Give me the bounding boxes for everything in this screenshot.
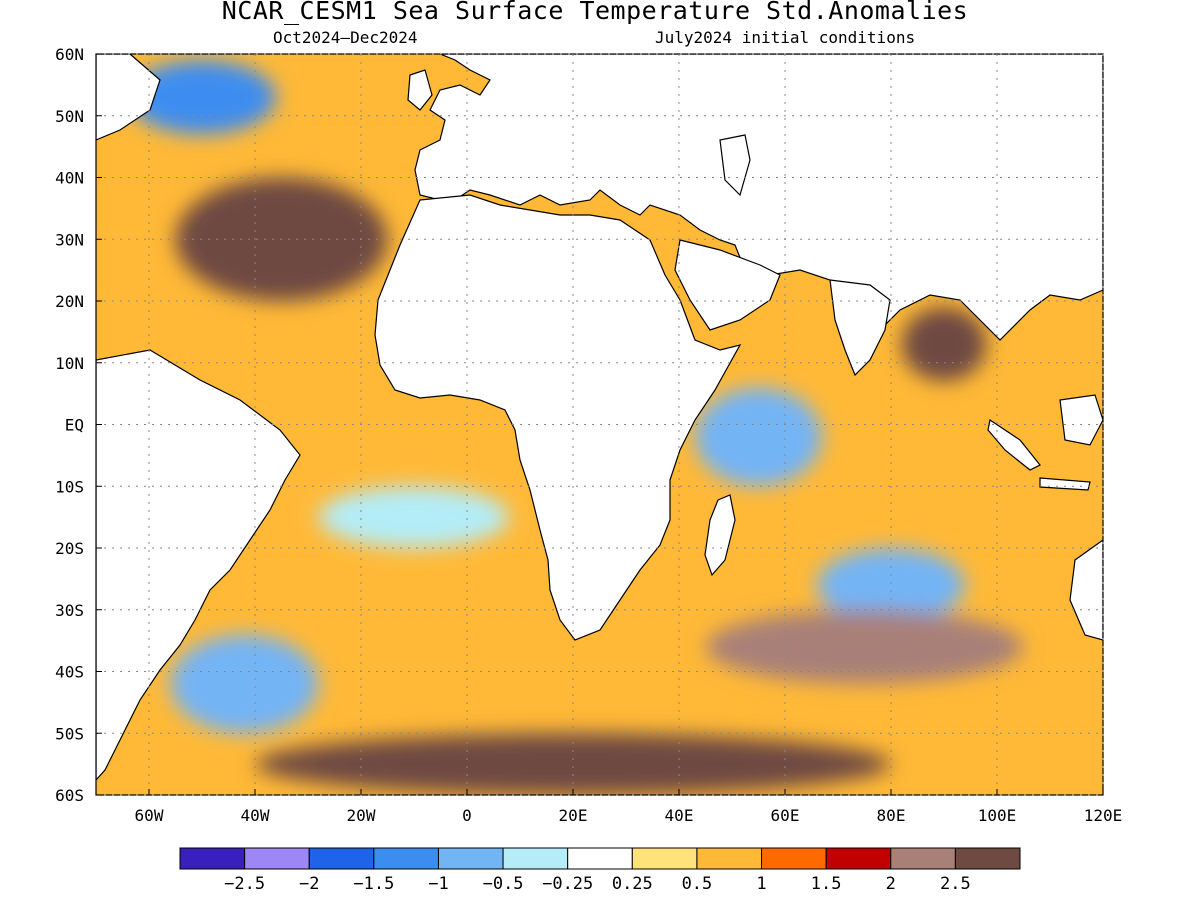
gridlines bbox=[96, 53, 1104, 796]
y-tick-label: 40S bbox=[55, 663, 84, 682]
x-tick-label: 120E bbox=[1084, 806, 1123, 825]
forecast-period: Oct2024–Dec2024 bbox=[273, 28, 418, 47]
x-axis: 60W 40W 20W 0 20E 40E 60E 80E 100E 120E bbox=[135, 789, 1123, 825]
south-indian-cold-pool bbox=[816, 548, 966, 623]
colorbar-swatch bbox=[825, 847, 892, 870]
x-tick-label: 20W bbox=[347, 806, 376, 825]
colorbar-swatch bbox=[954, 847, 1021, 870]
y-tick-label: 20N bbox=[55, 292, 84, 311]
north-america-corner bbox=[96, 54, 161, 141]
south-america-landmass bbox=[96, 349, 301, 781]
india-subcontinent bbox=[829, 279, 891, 377]
y-tick-label: 20S bbox=[55, 539, 84, 558]
colorbar-swatch bbox=[890, 847, 956, 870]
colorbar-label: −0.25 bbox=[542, 874, 593, 894]
anomaly-field bbox=[96, 54, 1103, 795]
colorbar-label: −2 bbox=[299, 874, 319, 894]
x-tick-label: 80E bbox=[877, 806, 906, 825]
colorbar-swatch bbox=[502, 847, 569, 870]
y-tick-label: 50N bbox=[55, 107, 84, 126]
x-tick-label: 60W bbox=[135, 806, 164, 825]
colorbar-swatch bbox=[761, 847, 827, 870]
colorbar-label: 0.25 bbox=[612, 874, 653, 894]
map-title: NCAR_CESM1 Sea Surface Temperature Std.A… bbox=[221, 0, 969, 25]
colorbar-label: 1 bbox=[756, 874, 766, 894]
x-tick-label: 100E bbox=[978, 806, 1017, 825]
colorbar-label: 2 bbox=[886, 874, 896, 894]
y-tick-label: EQ bbox=[65, 416, 84, 435]
arabian-peninsula bbox=[674, 239, 781, 331]
borneo bbox=[1059, 394, 1103, 446]
colorbar-swatch bbox=[437, 847, 504, 870]
y-tick-label: 30N bbox=[55, 230, 84, 249]
y-axis: 60N 50N 40N 30N 20N 10N EQ 10S 20S 30S 40S 50S 60S bbox=[55, 45, 102, 805]
initial-conditions: July2024 initial conditions bbox=[655, 28, 916, 47]
sw-atlantic-cold bbox=[170, 634, 319, 734]
java bbox=[1039, 477, 1091, 491]
colorbar-label: −1 bbox=[428, 874, 448, 894]
x-tick-label: 20E bbox=[559, 806, 588, 825]
x-tick-label: 60E bbox=[771, 806, 800, 825]
bay-of-bengal-warm bbox=[901, 307, 987, 382]
nw-atlantic-cold bbox=[127, 60, 277, 135]
eurasia-landmass bbox=[414, 54, 1103, 341]
y-tick-label: 60N bbox=[55, 45, 84, 64]
colorbar-swatch bbox=[631, 847, 698, 870]
colorbar-label: 1.5 bbox=[811, 874, 842, 894]
eq-indian-cold-pool bbox=[694, 387, 823, 487]
colorbar-swatch bbox=[179, 847, 246, 870]
colorbar-swatch bbox=[567, 847, 633, 870]
sumatra bbox=[987, 419, 1041, 471]
y-tick-label: 30S bbox=[55, 601, 84, 620]
colorbar-label: −0.5 bbox=[483, 874, 524, 894]
y-tick-label: 10S bbox=[55, 477, 84, 496]
southern-ocean-warm bbox=[255, 733, 891, 795]
x-tick-label: 40E bbox=[665, 806, 694, 825]
colorbar-label: 2.5 bbox=[940, 874, 971, 894]
x-tick-label: 40W bbox=[241, 806, 270, 825]
africa-landmass bbox=[374, 194, 742, 641]
colorbar-label: 0.5 bbox=[682, 874, 713, 894]
madagascar bbox=[704, 494, 736, 577]
colorbar-label: −1.5 bbox=[353, 874, 394, 894]
y-tick-label: 50S bbox=[55, 724, 84, 743]
y-tick-label: 10N bbox=[55, 354, 84, 373]
colorbar-swatch bbox=[696, 847, 763, 870]
s-indian-warm bbox=[705, 609, 1024, 684]
land bbox=[96, 54, 1103, 781]
colorbar-label: −2.5 bbox=[224, 874, 265, 894]
british-isles bbox=[407, 69, 433, 111]
australia-edge bbox=[1069, 539, 1103, 641]
colorbar: −2.5 −2 −1.5 −1 −0.5 −0.25 0.25 0.5 1 1.5 2 2.5 bbox=[179, 847, 1021, 894]
colorbar-swatch bbox=[373, 847, 439, 870]
south-atlantic-cool-band bbox=[318, 486, 510, 548]
colorbar-swatch bbox=[244, 847, 310, 870]
colorbar-swatch bbox=[308, 847, 375, 870]
y-tick-label: 60S bbox=[55, 786, 84, 805]
y-tick-label: 40N bbox=[55, 169, 84, 188]
x-tick-label: 0 bbox=[462, 806, 472, 825]
